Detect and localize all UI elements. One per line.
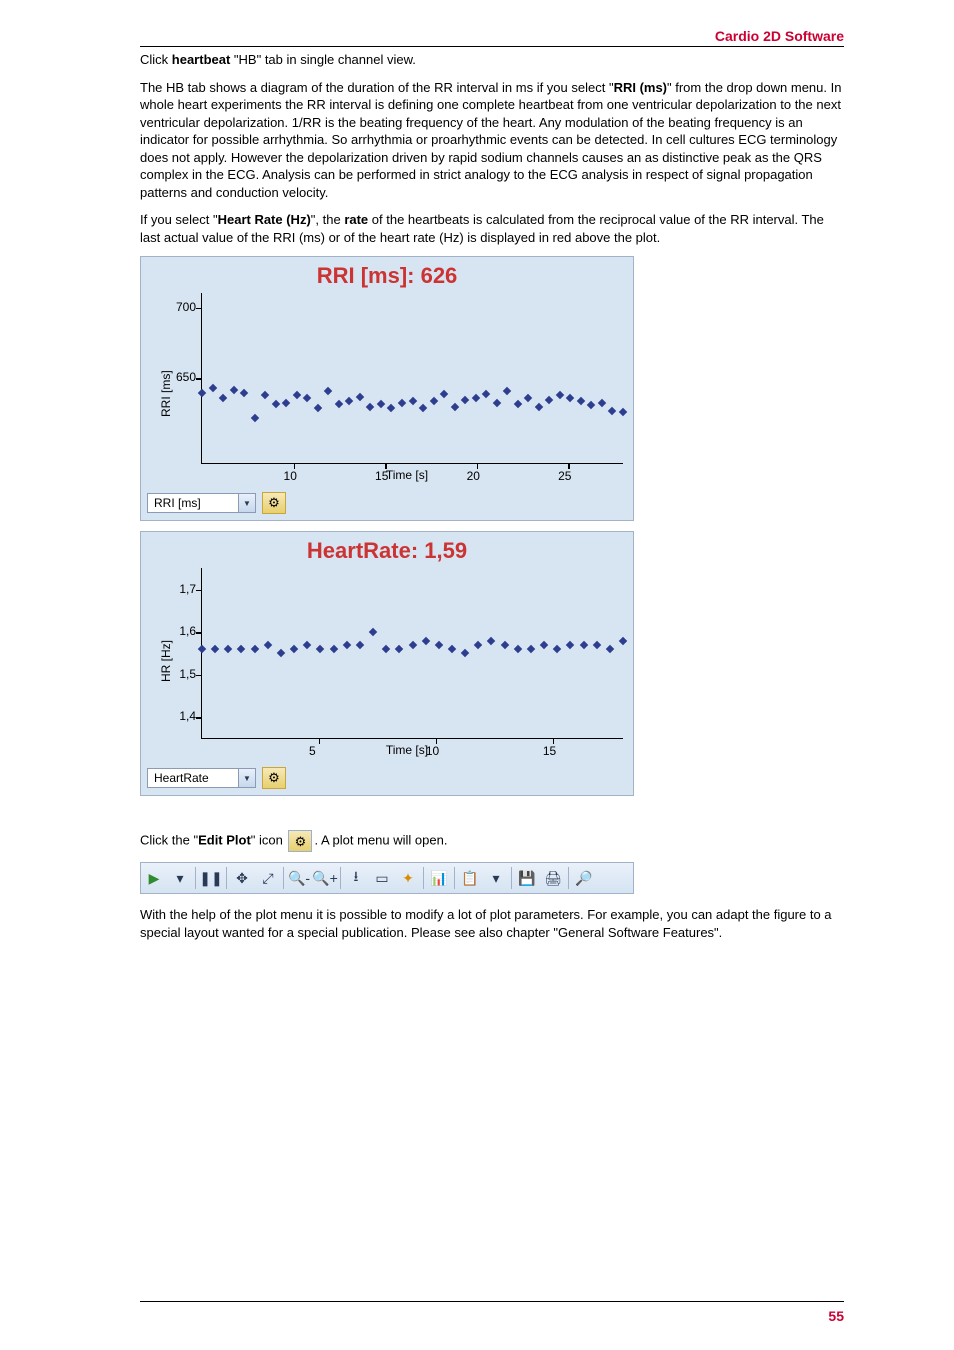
hr-chart-title: HeartRate: 1,59	[141, 532, 633, 564]
toolbar-button[interactable]: ✦	[395, 865, 421, 891]
toolbar-button[interactable]: 📊	[426, 865, 452, 891]
toolbar-button[interactable]: 🔍-	[286, 865, 312, 891]
toolbar-button[interactable]: 💾	[514, 865, 540, 891]
toolbar-button[interactable]: 📋	[457, 865, 483, 891]
plot-toolbar: ▶▾❚❚✥⤢🔍-🔍+⭳▭✦📊📋▾💾🖨🔎	[140, 862, 634, 894]
toolbar-button[interactable]: ⭳	[343, 865, 369, 891]
toolbar-button[interactable]: ✥	[229, 865, 255, 891]
gear-icon: ⚙	[268, 770, 280, 786]
paragraph-1: Click heartbeat "HB" tab in single chann…	[140, 51, 844, 69]
toolbar-button[interactable]: ▾	[483, 865, 509, 891]
toolbar-button[interactable]: 🔍+	[312, 865, 338, 891]
toolbar-button[interactable]: ▶	[141, 865, 167, 891]
hr-unit-select[interactable]: HeartRate	[147, 768, 239, 788]
paragraph-3: If you select "Heart Rate (Hz)", the rat…	[140, 211, 844, 246]
hr-xlabel: Time [s]	[141, 743, 633, 757]
toolbar-button[interactable]: 🔎	[571, 865, 597, 891]
dropdown-arrow-icon[interactable]: ▼	[239, 768, 256, 788]
paragraph-4: Click the "Edit Plot" icon ⚙. A plot men…	[140, 830, 844, 852]
paragraph-2: The HB tab shows a diagram of the durati…	[140, 79, 844, 202]
header-title: Cardio 2D Software	[140, 28, 844, 44]
rri-plot-area: 65070010152025	[201, 293, 623, 464]
gear-icon: ⚙	[268, 495, 280, 511]
dropdown-arrow-icon[interactable]: ▼	[239, 493, 256, 513]
toolbar-button[interactable]: ⤢	[255, 865, 281, 891]
toolbar-button[interactable]: 🖨	[540, 865, 566, 891]
edit-plot-button[interactable]: ⚙	[262, 767, 286, 789]
hr-plot-area: 1,41,51,61,751015	[201, 568, 623, 739]
toolbar-button[interactable]: ▾	[167, 865, 193, 891]
header-rule	[140, 46, 844, 47]
rri-chart-window: RRI [ms]: 626 RRI [ms] 65070010152025 Ti…	[140, 256, 634, 521]
rri-chart-title: RRI [ms]: 626	[141, 257, 633, 289]
rri-unit-select[interactable]: RRI [ms]	[147, 493, 239, 513]
page-number: 55	[828, 1308, 844, 1324]
toolbar-button[interactable]: ❚❚	[198, 865, 224, 891]
paragraph-5: With the help of the plot menu it is pos…	[140, 906, 844, 941]
footer-rule	[140, 1301, 844, 1302]
toolbar-button[interactable]: ▭	[369, 865, 395, 891]
heartrate-chart-window: HeartRate: 1,59 HR [Hz] 1,41,51,61,75101…	[140, 531, 634, 796]
edit-plot-button[interactable]: ⚙	[262, 492, 286, 514]
edit-plot-icon-inline: ⚙	[288, 830, 312, 852]
